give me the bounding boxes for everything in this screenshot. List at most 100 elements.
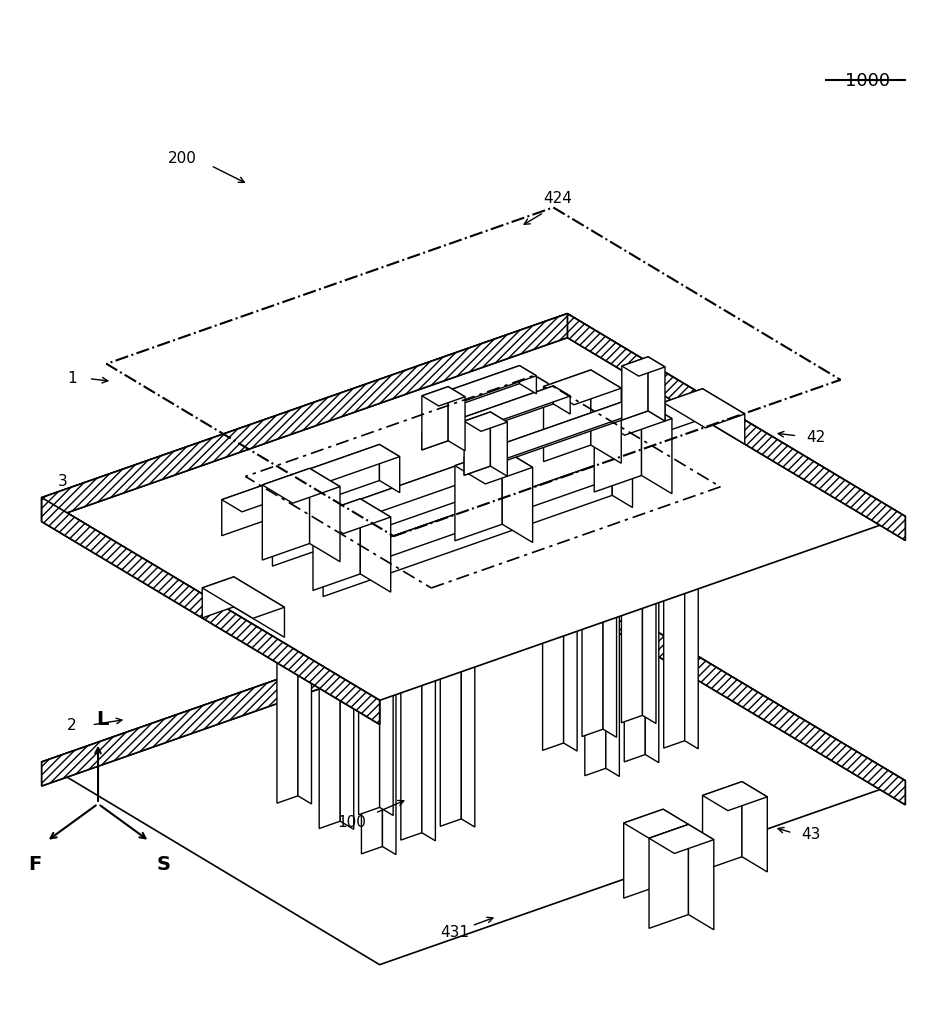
Polygon shape	[622, 357, 648, 420]
Text: 2: 2	[67, 718, 77, 734]
Polygon shape	[42, 578, 567, 786]
Polygon shape	[262, 469, 310, 560]
Text: 42: 42	[807, 431, 826, 445]
Polygon shape	[591, 369, 621, 464]
Polygon shape	[298, 556, 312, 804]
Polygon shape	[401, 592, 436, 608]
Polygon shape	[222, 444, 380, 536]
Polygon shape	[440, 365, 520, 411]
Polygon shape	[313, 499, 360, 590]
Polygon shape	[585, 528, 619, 543]
Polygon shape	[203, 576, 234, 618]
Polygon shape	[491, 412, 508, 476]
Polygon shape	[383, 607, 396, 855]
Polygon shape	[622, 357, 665, 376]
Polygon shape	[544, 369, 621, 405]
Polygon shape	[440, 579, 474, 594]
Polygon shape	[455, 449, 502, 540]
Polygon shape	[621, 475, 656, 491]
Polygon shape	[319, 581, 354, 596]
Polygon shape	[273, 452, 496, 566]
Polygon shape	[624, 809, 663, 898]
Polygon shape	[421, 592, 436, 840]
Polygon shape	[277, 556, 298, 803]
Polygon shape	[582, 489, 603, 737]
Polygon shape	[624, 514, 659, 530]
Polygon shape	[319, 581, 340, 829]
Polygon shape	[567, 314, 905, 540]
Polygon shape	[624, 809, 688, 838]
Polygon shape	[464, 412, 508, 432]
Polygon shape	[359, 567, 380, 815]
Polygon shape	[464, 393, 665, 468]
Polygon shape	[277, 556, 312, 571]
Polygon shape	[42, 498, 380, 724]
Polygon shape	[401, 592, 421, 840]
Polygon shape	[606, 528, 619, 776]
Polygon shape	[664, 501, 698, 515]
Text: 41: 41	[797, 510, 816, 525]
Polygon shape	[42, 578, 905, 965]
Polygon shape	[461, 579, 474, 827]
Text: S: S	[157, 855, 170, 875]
Polygon shape	[440, 579, 461, 826]
Polygon shape	[594, 401, 641, 492]
Text: L: L	[97, 710, 109, 729]
Polygon shape	[313, 499, 391, 534]
Polygon shape	[567, 578, 905, 805]
Polygon shape	[448, 387, 465, 451]
Polygon shape	[380, 567, 393, 816]
Text: 431: 431	[440, 925, 469, 940]
Polygon shape	[520, 365, 536, 393]
Polygon shape	[543, 503, 563, 750]
Polygon shape	[359, 567, 393, 583]
Polygon shape	[340, 581, 354, 829]
Polygon shape	[563, 503, 577, 751]
Polygon shape	[642, 475, 656, 723]
Polygon shape	[612, 460, 633, 507]
Polygon shape	[323, 460, 612, 596]
Polygon shape	[234, 576, 284, 638]
Polygon shape	[496, 452, 516, 500]
Polygon shape	[663, 809, 688, 899]
Polygon shape	[703, 781, 742, 870]
Text: 100: 100	[337, 816, 366, 830]
Polygon shape	[360, 499, 391, 592]
Polygon shape	[42, 578, 567, 786]
Polygon shape	[648, 393, 665, 421]
Polygon shape	[464, 412, 491, 475]
Polygon shape	[362, 607, 383, 854]
Polygon shape	[421, 387, 465, 406]
Polygon shape	[624, 514, 645, 762]
Polygon shape	[703, 781, 767, 810]
Polygon shape	[203, 576, 284, 618]
Polygon shape	[585, 528, 606, 775]
Polygon shape	[440, 365, 536, 404]
Polygon shape	[603, 489, 616, 737]
Polygon shape	[502, 449, 532, 542]
Polygon shape	[543, 503, 577, 519]
Text: 200: 200	[168, 151, 197, 167]
Polygon shape	[594, 401, 672, 435]
Polygon shape	[310, 469, 340, 562]
Polygon shape	[648, 357, 665, 421]
Polygon shape	[380, 444, 400, 493]
Polygon shape	[421, 386, 570, 442]
Polygon shape	[649, 825, 688, 928]
Polygon shape	[421, 387, 448, 450]
Polygon shape	[645, 514, 659, 763]
Polygon shape	[688, 825, 714, 929]
Polygon shape	[222, 444, 400, 512]
Polygon shape	[42, 314, 905, 701]
Polygon shape	[663, 389, 703, 433]
Polygon shape	[544, 369, 591, 462]
Polygon shape	[262, 469, 340, 503]
Polygon shape	[323, 460, 633, 572]
Polygon shape	[649, 825, 714, 854]
Polygon shape	[742, 781, 767, 871]
Text: 1: 1	[67, 372, 77, 386]
Polygon shape	[567, 578, 905, 805]
Text: 3: 3	[58, 474, 67, 490]
Polygon shape	[42, 498, 380, 724]
Text: 43: 43	[802, 827, 821, 842]
